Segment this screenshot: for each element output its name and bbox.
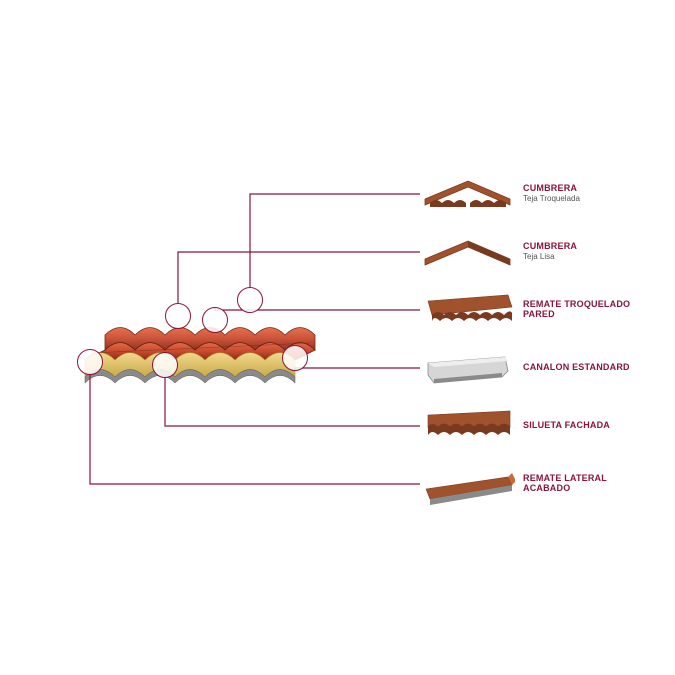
component-labels: REMATE LATERAL ACABADO [523, 473, 645, 494]
component-labels: SILUETA FACHADA [523, 420, 610, 430]
callout-circle-4 [152, 352, 178, 378]
cumbrera-lisa-icon [420, 227, 515, 275]
component-title: CANALON ESTANDARD [523, 362, 630, 372]
component-title: SILUETA FACHADA [523, 420, 610, 430]
component-title: REMATE LATERAL ACABADO [523, 473, 645, 494]
component-item-cumbrera-troquelada: CUMBRERATeja Troquelada [420, 165, 645, 221]
callout-circle-5 [77, 349, 103, 375]
remate-lateral-icon [420, 459, 515, 507]
component-labels: CUMBRERATeja Lisa [523, 241, 577, 261]
component-item-silueta: SILUETA FACHADA [420, 397, 645, 453]
remate-troquelado-icon [420, 285, 515, 333]
component-list: CUMBRERATeja Troquelada CUMBRERATeja Lis… [420, 165, 645, 513]
component-title: CUMBRERA [523, 183, 580, 193]
component-item-remate-lateral: REMATE LATERAL ACABADO [420, 455, 645, 511]
component-subtitle: Teja Troquelada [523, 194, 580, 203]
callout-circle-3 [282, 345, 308, 371]
component-item-cumbrera-lisa: CUMBRERATeja Lisa [420, 223, 645, 279]
component-title: CUMBRERA [523, 241, 577, 251]
component-title: REMATE TROQUELADO PARED [523, 299, 645, 320]
component-labels: REMATE TROQUELADO PARED [523, 299, 645, 320]
roof-components-diagram: CUMBRERATeja Troquelada CUMBRERATeja Lis… [0, 0, 675, 675]
component-item-remate-troquelado: REMATE TROQUELADO PARED [420, 281, 645, 337]
component-item-canalon: CANALON ESTANDARD [420, 339, 645, 395]
component-labels: CUMBRERATeja Troquelada [523, 183, 580, 203]
callout-circle-0 [237, 287, 263, 313]
cumbrera-troquelada-icon [420, 169, 515, 217]
callout-circle-2 [202, 307, 228, 333]
silueta-icon [420, 401, 515, 449]
canalon-icon [420, 343, 515, 391]
component-labels: CANALON ESTANDARD [523, 362, 630, 372]
component-subtitle: Teja Lisa [523, 252, 577, 261]
callout-circle-1 [165, 303, 191, 329]
